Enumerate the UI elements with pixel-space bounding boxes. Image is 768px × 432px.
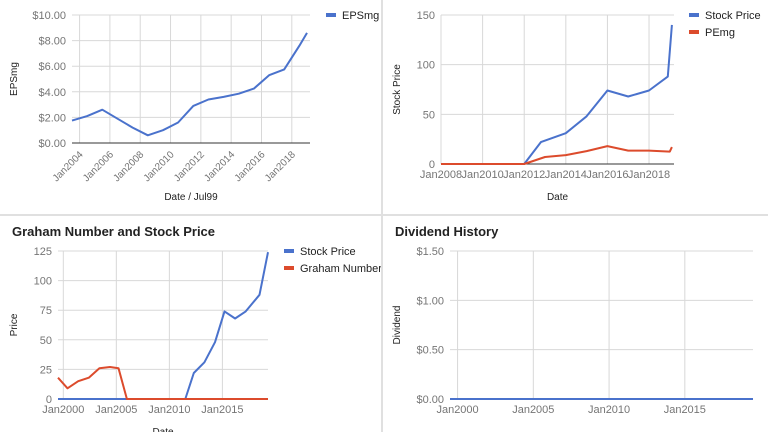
legend-swatch [326,13,336,17]
panel-eps-chart: $0.00 $2.00 $4.00 $6.00 $8.00 $10.00 Jan2004 Ja… [0,0,381,214]
series-line-pemg [441,145,673,165]
y-tick-label: 75 [40,305,52,317]
x-tick-label: Jan2010 [148,404,190,416]
x-tick-label: Jan2010 [461,169,503,181]
y-tick-label: $10.00 [32,10,66,22]
x-tick-label: Jan2004 [51,149,86,184]
x-axis-title: Date [547,192,569,203]
y-tick-label: 50 [423,109,435,121]
y-tick-label: 100 [34,276,52,288]
legend-entry: Stock Price [705,10,761,22]
dividend-chart-svg: $0.00 $0.50 $1.00 $1.50 Jan2000 Jan2005 Jan201… [392,246,753,416]
legend-entry: EPSmg [342,10,379,22]
x-tick-label: Jan2014 [202,149,237,184]
y-tick-label: $0.50 [416,345,444,357]
legend-entry: Graham Number [300,263,381,275]
x-tick-label: Jan2005 [95,404,137,416]
x-tick-label: Jan2018 [263,149,298,184]
panel-graham-chart: 0 25 50 75 100 125 Jan2000 Jan2005 Jan2010 Jan201… [0,216,381,432]
eps-chart-svg: $0.00$2.00$4.00$6.00$8.00$10.00Jan2004Ja… [9,10,379,203]
y-tick-label: $4.00 [38,87,66,99]
y-tick-label: 0 [46,394,52,406]
y-tick-label: 100 [417,60,435,72]
series-line-epsmg [71,32,308,137]
x-tick-label: Jan2012 [503,169,545,181]
x-tick-label: Jan2010 [142,149,177,184]
series-line-graham-number [57,366,268,400]
legend-swatch [284,249,294,253]
y-axis-title: EPSmg [9,62,20,96]
panel-dividend-chart: $0.00 $0.50 $1.00 $1.50 Jan2000 Jan2005 Jan201… [383,216,768,432]
y-axis-title: Price [9,313,20,336]
y-tick-label: $0.00 [416,394,444,406]
x-tick-label: Jan2018 [628,169,670,181]
x-tick-label: Jan2012 [172,149,207,184]
x-tick-label: Jan2015 [201,404,243,416]
x-tick-label: Jan2005 [512,404,554,416]
x-axis-title: Date [152,427,174,432]
legend-swatch [689,30,699,34]
panel-title-dividend: Dividend History [395,224,499,239]
y-tick-label: 0 [429,159,435,171]
y-tick-label: $1.50 [416,246,444,258]
y-tick-label: $1.00 [416,295,444,307]
x-tick-label: Jan2010 [588,404,630,416]
legend-entry: PEmg [705,27,735,39]
y-tick-label: 150 [417,10,435,22]
y-tick-label: 125 [34,246,52,258]
y-tick-label: 25 [40,364,52,376]
legend-swatch [284,266,294,270]
y-tick-label: $0.00 [38,138,66,150]
x-tick-label: Jan2016 [586,169,628,181]
y-axis-title: Dividend [392,306,403,345]
graham-chart-svg: 0 25 50 75 100 125 Jan2000 Jan2005 Jan2010 Jan201… [9,246,381,432]
legend-entry: Stock Price [300,246,356,258]
x-tick-label: Jan2014 [545,169,587,181]
x-tick-label: Jan2008 [420,169,462,181]
x-tick-label: Jan2006 [81,149,116,184]
x-tick-label: Jan2000 [42,404,84,416]
panel-stock-pe-chart: 0 50 100 150 Jan2008 Jan2010 Jan2012 Jan2014 Jan… [383,0,768,214]
legend-swatch [689,13,699,17]
x-tick-label: Jan2008 [111,149,146,184]
x-tick-label: Jan2016 [233,149,268,184]
x-axis-title: Date / Jul99 [164,192,218,203]
x-tick-label: Jan2000 [436,404,478,416]
series-line-stock-price [441,24,673,165]
x-tick-label: Jan2015 [664,404,706,416]
y-tick-label: $8.00 [38,36,66,48]
vertical-divider [381,0,383,432]
y-tick-label: 50 [40,335,52,347]
y-tick-label: $2.00 [38,112,66,124]
horizontal-divider [0,214,768,216]
y-tick-label: $6.00 [38,61,66,73]
panel-title-graham: Graham Number and Stock Price [12,224,216,239]
y-axis-title: Stock Price [392,64,403,115]
